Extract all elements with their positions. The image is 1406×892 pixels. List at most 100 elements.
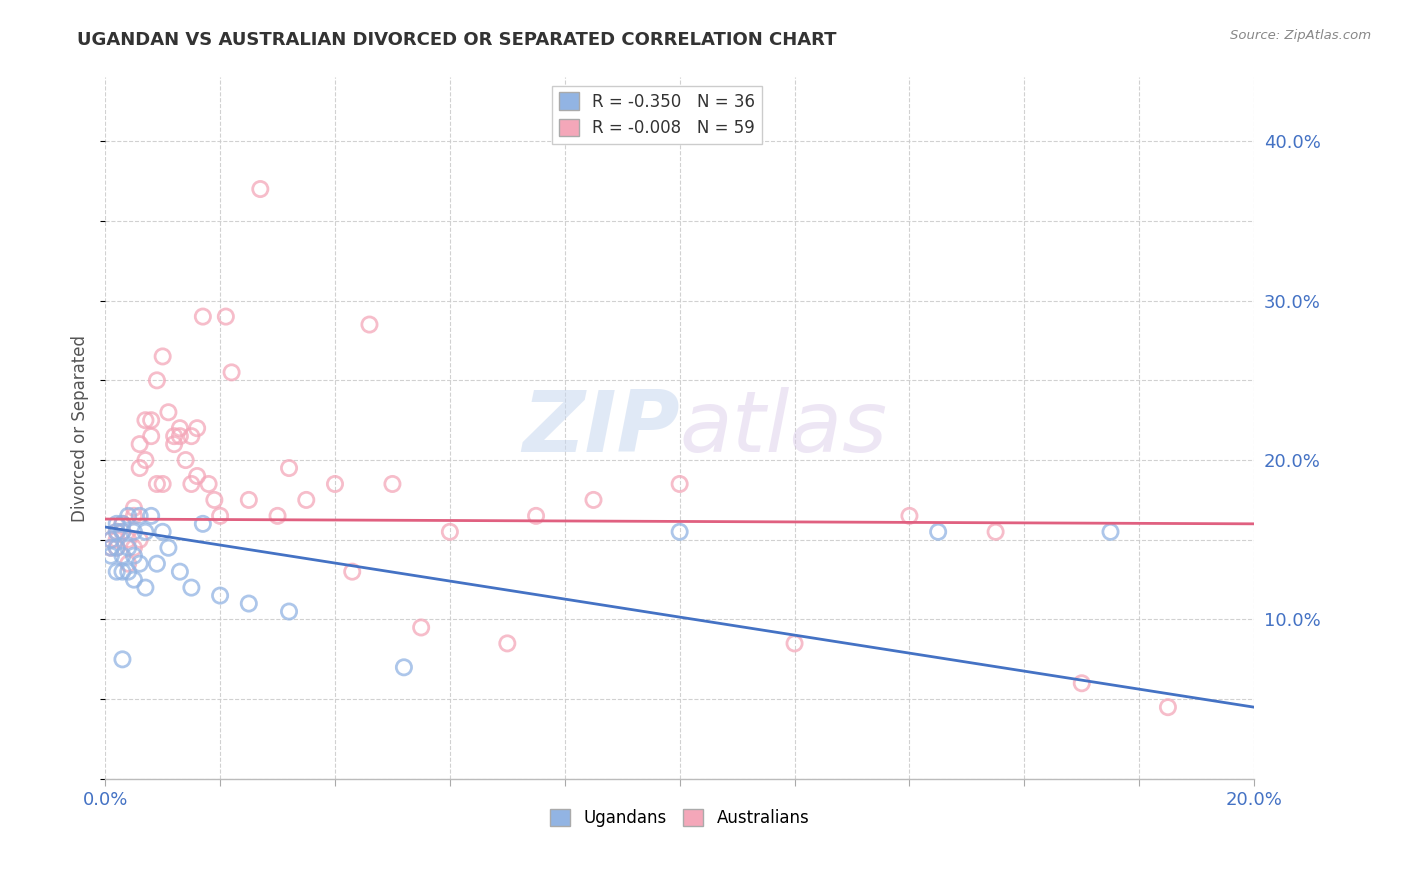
Point [152,350,174,364]
Point [117,565,139,579]
Point [169,421,191,435]
Point [169,429,191,443]
Point [111,652,134,666]
Point [111,565,134,579]
Point [146,557,169,571]
Point [111,524,134,539]
Point [496,636,519,650]
Point [927,524,949,539]
Point [180,477,202,491]
Point [134,581,156,595]
Point [134,413,156,427]
Point [134,524,156,539]
Point [186,469,208,483]
Point [100,533,122,547]
Y-axis label: Divorced or Separated: Divorced or Separated [72,334,89,522]
Point [152,524,174,539]
Point [191,516,214,531]
Point [141,508,163,523]
Point [157,541,180,555]
Point [1099,524,1122,539]
Text: ZIP: ZIP [522,386,679,470]
Point [359,318,381,332]
Point [278,461,301,475]
Point [783,636,806,650]
Point [105,524,128,539]
Point [221,365,243,379]
Point [122,508,145,523]
Point [105,565,128,579]
Point [180,581,202,595]
Point [122,541,145,555]
Point [323,477,346,491]
Point [128,508,150,523]
Point [202,492,225,507]
Point [122,500,145,515]
Point [1070,676,1092,690]
Point [392,660,415,674]
Point [111,549,134,563]
Point [128,461,150,475]
Point [157,405,180,419]
Point [141,413,163,427]
Point [1157,700,1180,714]
Point [128,437,150,451]
Point [197,477,219,491]
Point [411,620,433,634]
Point [668,524,690,539]
Point [117,533,139,547]
Point [278,605,301,619]
Point [163,437,186,451]
Point [111,516,134,531]
Point [668,477,690,491]
Point [100,549,122,563]
Point [238,597,260,611]
Point [582,492,605,507]
Point [266,508,288,523]
Point [117,541,139,555]
Point [342,565,364,579]
Point [209,508,232,523]
Point [128,533,150,547]
Point [128,557,150,571]
Text: atlas: atlas [679,386,887,470]
Point [141,429,163,443]
Point [134,453,156,467]
Text: UGANDAN VS AUSTRALIAN DIVORCED OR SEPARATED CORRELATION CHART: UGANDAN VS AUSTRALIAN DIVORCED OR SEPARA… [77,31,837,49]
Point [249,182,271,196]
Point [381,477,404,491]
Point [117,508,139,523]
Point [111,516,134,531]
Point [100,541,122,555]
Point [111,524,134,539]
Point [105,524,128,539]
Point [163,429,186,443]
Text: Source: ZipAtlas.com: Source: ZipAtlas.com [1230,29,1371,42]
Point [152,477,174,491]
Point [439,524,461,539]
Point [105,541,128,555]
Point [146,373,169,387]
Point [122,524,145,539]
Point [105,516,128,531]
Point [524,508,547,523]
Point [105,541,128,555]
Point [174,453,197,467]
Point [215,310,238,324]
Legend: Ugandans, Australians: Ugandans, Australians [543,802,815,834]
Point [295,492,318,507]
Point [898,508,921,523]
Point [105,533,128,547]
Point [169,565,191,579]
Point [209,589,232,603]
Point [100,533,122,547]
Point [122,573,145,587]
Point [122,549,145,563]
Point [984,524,1007,539]
Point [191,310,214,324]
Point [180,429,202,443]
Point [238,492,260,507]
Point [186,421,208,435]
Point [117,557,139,571]
Point [100,541,122,555]
